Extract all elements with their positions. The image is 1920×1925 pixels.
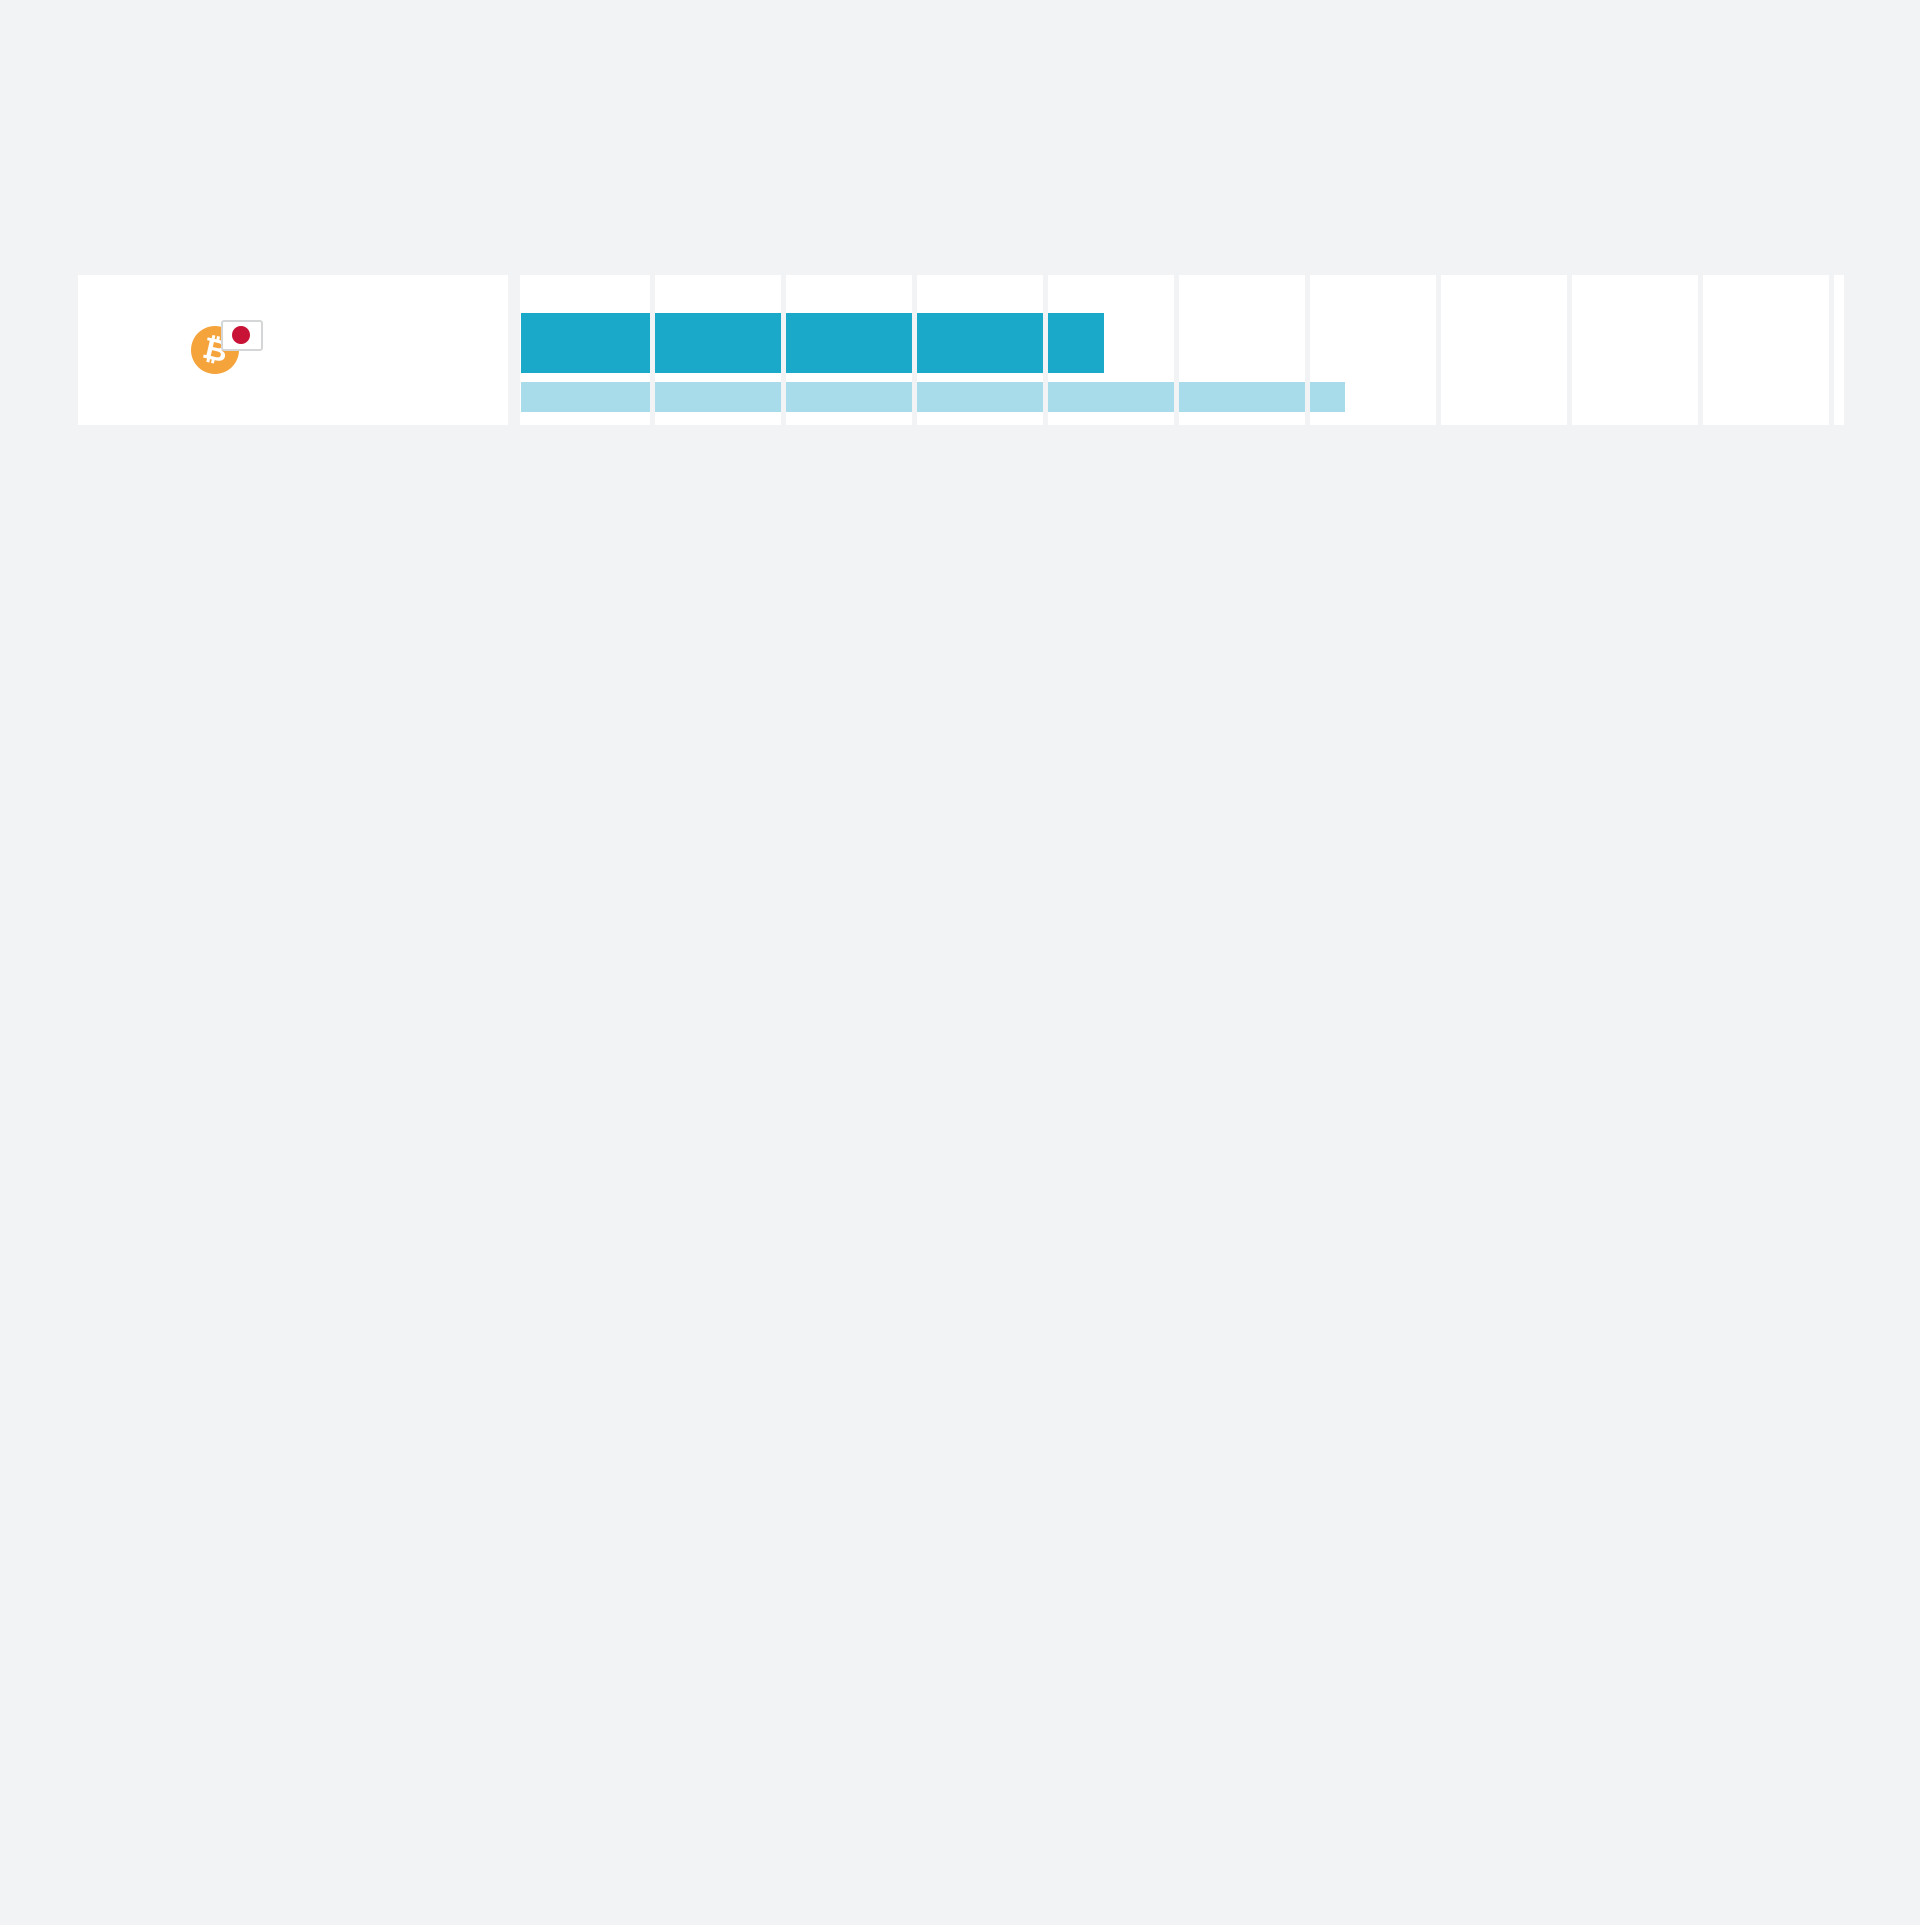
gridline xyxy=(1305,275,1310,425)
gridline xyxy=(1829,275,1834,425)
gridline xyxy=(1567,275,1572,425)
current-month-swatch-icon xyxy=(1604,119,1688,142)
legend-item-previous xyxy=(1604,148,1708,184)
gridline xyxy=(912,275,917,425)
japan-flag-icon xyxy=(221,320,263,351)
current-value xyxy=(1136,313,1148,373)
previous-month-bar xyxy=(521,382,1345,412)
gridline xyxy=(508,275,520,425)
japan-flag-dot xyxy=(232,326,250,344)
x-axis xyxy=(0,1712,1920,1782)
row-label: ₿ xyxy=(78,275,508,425)
gridline xyxy=(650,275,655,425)
legend xyxy=(1604,84,1708,184)
legend-item-current xyxy=(1604,112,1708,148)
gridline xyxy=(1698,275,1703,425)
gridline xyxy=(781,275,786,425)
gridline xyxy=(1436,275,1441,425)
previous-month-swatch-icon xyxy=(1604,155,1688,178)
ranking-row: ₿ xyxy=(78,275,1844,425)
gridline xyxy=(1174,275,1179,425)
current-month-bar xyxy=(521,313,1104,373)
gridline xyxy=(1043,275,1048,425)
